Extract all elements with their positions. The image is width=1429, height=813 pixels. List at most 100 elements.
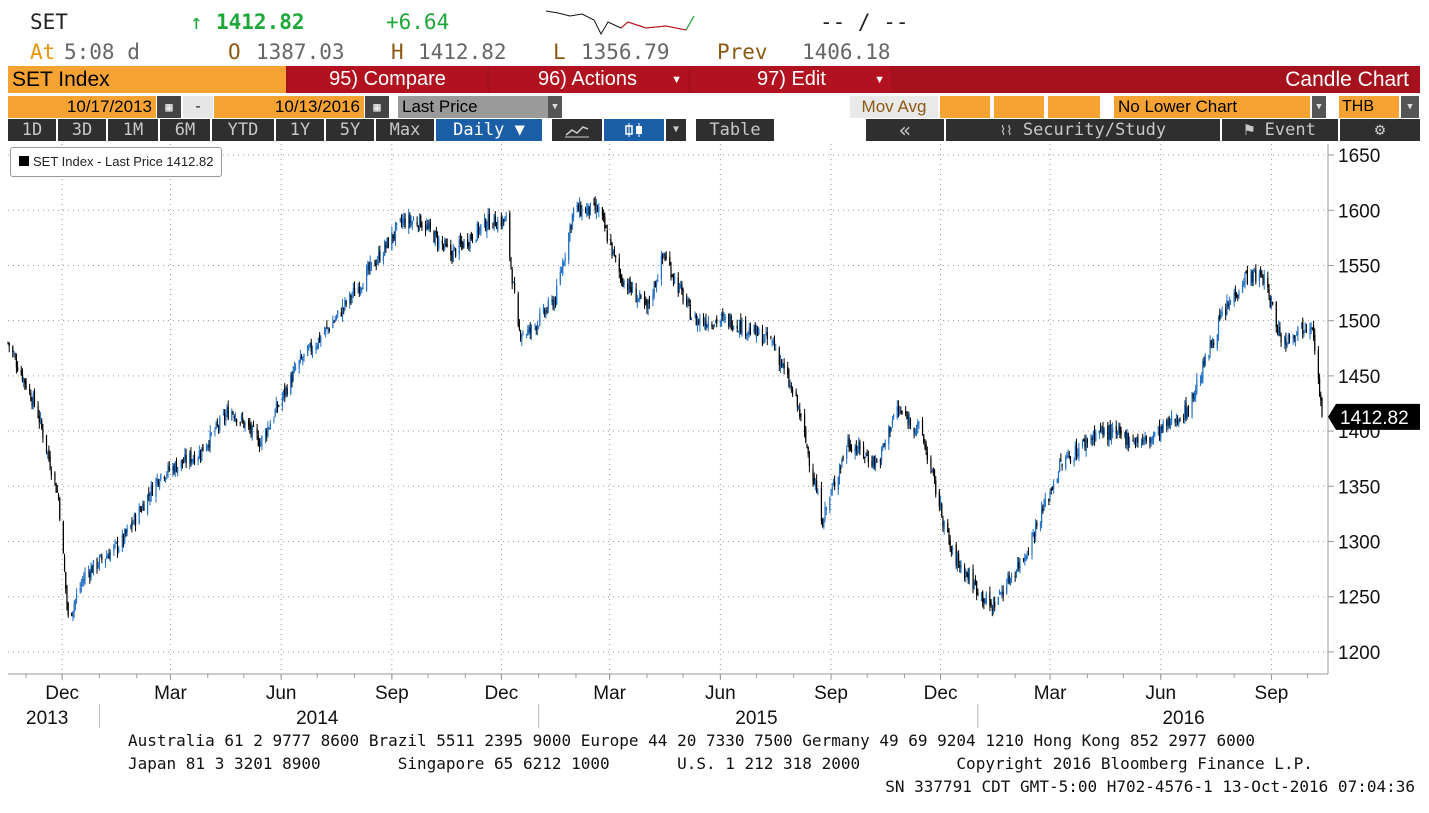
table-button[interactable]: Table <box>696 119 774 141</box>
candle-body <box>998 590 1001 595</box>
mov-avg-input-1[interactable] <box>940 96 990 118</box>
mov-avg-input-2[interactable] <box>994 96 1044 118</box>
candle-body <box>1268 289 1270 297</box>
period-3d[interactable]: 3D <box>58 119 106 141</box>
candle-body <box>1245 270 1247 274</box>
candle-body <box>122 534 125 543</box>
candle-body <box>647 300 649 310</box>
candle-body <box>382 255 385 261</box>
candle-body <box>1109 424 1111 439</box>
candle-body <box>227 407 229 420</box>
currency-select[interactable]: THB <box>1339 96 1399 118</box>
candle-body <box>704 322 706 326</box>
lower-chart-dropdown-icon[interactable]: ▼ <box>1312 96 1326 118</box>
security-field[interactable]: SET Index <box>8 66 286 93</box>
candle-body <box>421 224 423 228</box>
candle-body <box>560 271 563 273</box>
frequency-select[interactable]: Daily ▼ <box>436 119 542 141</box>
candle-chart[interactable]: 1200125013001350140014501500155016001650… <box>0 140 1429 735</box>
candle-body <box>387 237 389 248</box>
candle-body <box>930 458 932 469</box>
settings-button[interactable]: ⚙ <box>1340 119 1420 141</box>
y-tick-label: 1600 <box>1338 201 1380 222</box>
field-select[interactable]: Last Price <box>398 96 548 118</box>
candle-body <box>546 310 548 313</box>
candle-body <box>874 460 877 467</box>
edit-button[interactable]: 97) Edit ▼ <box>691 66 891 93</box>
period-6m[interactable]: 6M <box>160 119 210 141</box>
candle-body <box>453 246 456 248</box>
candle-body <box>156 478 158 483</box>
candle-body <box>39 417 42 420</box>
candle-body <box>1118 428 1120 430</box>
calendar-icon[interactable]: ▦ <box>365 96 389 118</box>
candle-body <box>771 340 773 342</box>
candle-body <box>236 419 238 423</box>
candle-body <box>325 327 327 332</box>
candle-body <box>1049 491 1051 498</box>
candle-body <box>485 219 487 231</box>
period-5y[interactable]: 5Y <box>326 119 374 141</box>
candle-body <box>719 320 721 324</box>
candle-body <box>779 361 782 368</box>
candle-body <box>104 559 107 564</box>
candle-body <box>1073 459 1075 463</box>
last-price: 1412.82 <box>216 10 305 34</box>
bid-ask: -- / -- <box>820 10 909 34</box>
end-date-field[interactable]: 10/13/2016 <box>214 96 364 118</box>
line-chart-button[interactable] <box>552 119 602 141</box>
candle-body <box>404 218 406 227</box>
candle-body <box>640 296 642 298</box>
candle-body <box>888 426 890 444</box>
start-date-field[interactable]: 10/17/2013 <box>8 96 156 118</box>
date-separator: - <box>183 96 213 118</box>
candle-body <box>1056 479 1058 483</box>
collapse-button[interactable]: « <box>866 119 944 141</box>
actions-button[interactable]: 96) Actions ▼ <box>490 66 688 93</box>
candle-body <box>72 611 74 618</box>
candle-body <box>198 451 200 459</box>
compare-button[interactable]: 95) Compare <box>288 66 487 93</box>
period-1m[interactable]: 1M <box>108 119 158 141</box>
candle-body <box>748 327 750 335</box>
candle-chart-button[interactable] <box>604 119 664 141</box>
period-ytd[interactable]: YTD <box>212 119 274 141</box>
candle-body <box>256 428 258 434</box>
candle-body <box>564 257 566 260</box>
candle-body <box>1152 435 1155 440</box>
candle-body <box>319 334 321 342</box>
candle-body <box>273 418 275 421</box>
candle-body <box>113 545 115 552</box>
candle-body <box>258 443 261 447</box>
candle-body <box>470 233 472 240</box>
field-dropdown-icon[interactable]: ▼ <box>548 96 562 118</box>
candle-body <box>1149 438 1151 443</box>
candle-body <box>935 480 937 495</box>
candle-body <box>1081 440 1084 447</box>
candle-body <box>374 260 376 267</box>
candle-body <box>976 581 978 595</box>
event-button[interactable]: ⚑ Event <box>1222 119 1338 141</box>
candle-body <box>1022 558 1025 560</box>
prev-label: Prev <box>717 40 768 64</box>
currency-dropdown-icon[interactable]: ▼ <box>1401 96 1419 118</box>
chart-style-dropdown-icon[interactable]: ▼ <box>666 119 686 141</box>
candle-body <box>301 356 303 359</box>
candle-body <box>365 268 368 291</box>
period-1y[interactable]: 1Y <box>276 119 324 141</box>
candle-body <box>1296 333 1298 335</box>
candle-body <box>82 580 84 582</box>
candle-body <box>89 572 91 578</box>
candle-body <box>636 299 638 303</box>
period-max[interactable]: Max <box>376 119 434 141</box>
candle-body <box>749 329 752 335</box>
lower-chart-select[interactable]: No Lower Chart <box>1114 96 1310 118</box>
candle-body <box>1174 418 1176 423</box>
candle-body <box>1169 422 1171 427</box>
mov-avg-input-3[interactable] <box>1048 96 1100 118</box>
period-1d[interactable]: 1D <box>8 119 56 141</box>
security-study-button[interactable]: ⌇⌇ Security/Study <box>946 119 1220 141</box>
calendar-icon[interactable]: ▦ <box>157 96 181 118</box>
candle-body <box>1132 439 1134 442</box>
candle-body <box>433 231 435 243</box>
